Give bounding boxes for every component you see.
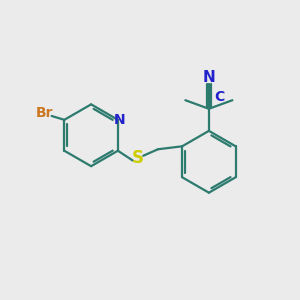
Text: N: N [202,70,215,85]
Text: N: N [113,113,125,127]
Text: C: C [214,90,224,104]
Text: S: S [132,149,144,167]
Text: Br: Br [36,106,53,120]
